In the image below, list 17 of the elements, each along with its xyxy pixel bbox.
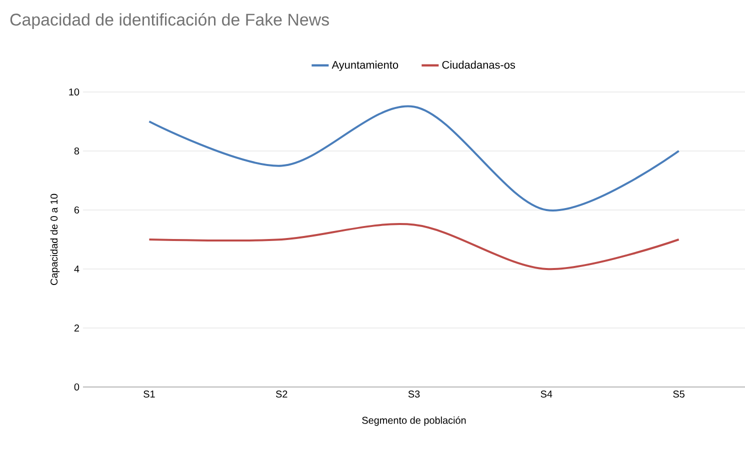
y-tick-label: 2	[74, 324, 79, 332]
x-tick-label: S3	[408, 390, 420, 398]
x-axis-title: Segmento de población	[362, 416, 466, 426]
legend-label: Ciudadanas-os	[442, 60, 516, 69]
x-tick-label: S5	[673, 390, 684, 398]
legend-label: Ayuntamiento	[332, 60, 398, 71]
y-tick-label: 6	[74, 206, 80, 214]
y-tick-label: 10	[69, 88, 80, 96]
y-tick-label: 0	[74, 383, 80, 391]
line-series	[148, 106, 680, 212]
y-tick-label: 4	[74, 266, 80, 272]
chart-title: Capacidad de identificación de Fake News	[10, 13, 329, 29]
x-tick-label: S4	[540, 390, 552, 398]
x-tick-label: S2	[276, 390, 288, 398]
y-axis-title: Capacidad de 0 a 10	[50, 194, 60, 285]
y-tick-label: 8	[74, 147, 80, 155]
x-tick-label: S1	[144, 390, 155, 398]
